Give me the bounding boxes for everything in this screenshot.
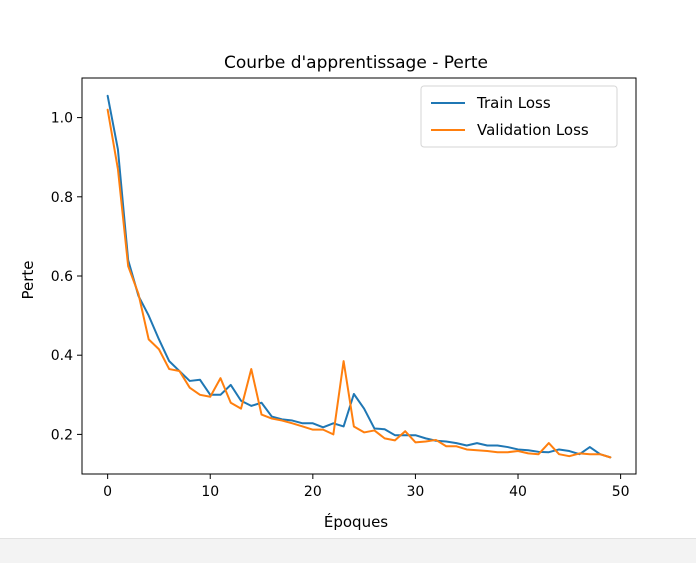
figure-background bbox=[0, 0, 696, 538]
y-tick-label: 0.2 bbox=[51, 427, 73, 443]
y-tick-label: 0.6 bbox=[51, 269, 73, 285]
x-tick-label: 20 bbox=[304, 484, 322, 500]
y-tick-label: 1.0 bbox=[51, 111, 73, 127]
x-axis-label: Époques bbox=[324, 512, 388, 531]
x-tick-label: 0 bbox=[103, 484, 112, 500]
legend: Train Loss Validation Loss bbox=[420, 85, 618, 148]
line-chart: Courbe d'apprentissage - Perte 0 10 20 30 40… bbox=[0, 0, 696, 538]
x-tick-label: 50 bbox=[612, 484, 630, 500]
y-tick-label: 0.8 bbox=[51, 190, 73, 206]
bottom-edge bbox=[0, 538, 696, 563]
y-axis-label: Perte bbox=[19, 260, 37, 299]
plot-area: 0 10 20 30 40 50 0.2 0.4 0.6 0.8 1.0 bbox=[51, 77, 637, 500]
legend-label-train-loss: Train Loss bbox=[476, 94, 551, 112]
series-line-train-loss bbox=[106, 94, 612, 459]
x-tick-label: 40 bbox=[509, 484, 527, 500]
legend-box bbox=[420, 85, 618, 148]
legend-label-validation-loss: Validation Loss bbox=[477, 121, 589, 139]
series-line-validation-loss bbox=[106, 108, 612, 459]
x-tick-label: 30 bbox=[407, 484, 425, 500]
y-tick-label: 0.4 bbox=[51, 348, 73, 364]
chart-title: Courbe d'apprentissage - Perte bbox=[224, 53, 488, 73]
x-tick-label: 10 bbox=[201, 484, 219, 500]
